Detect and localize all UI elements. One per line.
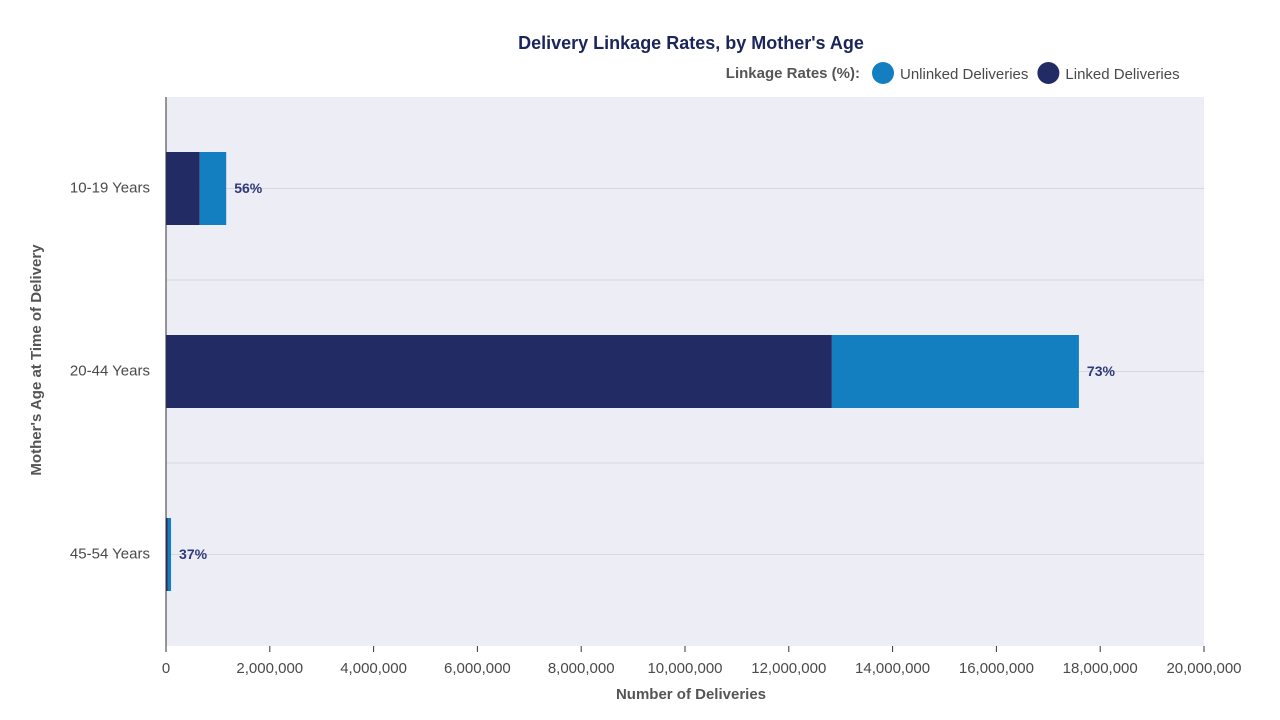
x-axis-title: Number of Deliveries	[616, 686, 766, 703]
y-axis-title: Mother's Age at Time of Delivery	[28, 244, 45, 476]
legend-label: Unlinked Deliveries	[900, 66, 1028, 83]
x-tick-label: 10,000,000	[647, 660, 722, 677]
y-tick-label: 20-44 Years	[70, 362, 150, 379]
bar-segment	[166, 518, 168, 591]
rate-label: 56%	[234, 180, 263, 196]
legend-title: Linkage Rates (%):	[726, 65, 860, 82]
y-tick-label: 10-19 Years	[70, 179, 150, 196]
x-tick-label: 0	[162, 660, 170, 677]
legend-swatch	[872, 62, 894, 84]
y-tick-label: 45-54 Years	[70, 545, 150, 562]
x-tick-label: 20,000,000	[1166, 660, 1241, 677]
chart-title: Delivery Linkage Rates, by Mother's Age	[518, 33, 864, 53]
rate-label: 73%	[1087, 363, 1116, 379]
bar-segment	[166, 152, 200, 225]
legend-label: Linked Deliveries	[1065, 66, 1179, 83]
rate-label: 37%	[179, 546, 208, 562]
x-tick-label: 12,000,000	[751, 660, 826, 677]
bar-segment	[831, 335, 1079, 408]
bar-segment	[167, 518, 172, 591]
x-tick-label: 8,000,000	[548, 660, 615, 677]
x-tick-label: 4,000,000	[340, 660, 407, 677]
bar-segment	[199, 152, 227, 225]
x-tick-label: 16,000,000	[959, 660, 1034, 677]
x-tick-label: 14,000,000	[855, 660, 930, 677]
legend-swatch	[1037, 62, 1060, 84]
x-tick-label: 18,000,000	[1063, 660, 1138, 677]
bar-segment	[166, 335, 832, 408]
x-tick-label: 6,000,000	[444, 660, 511, 677]
x-tick-label: 2,000,000	[236, 660, 303, 677]
